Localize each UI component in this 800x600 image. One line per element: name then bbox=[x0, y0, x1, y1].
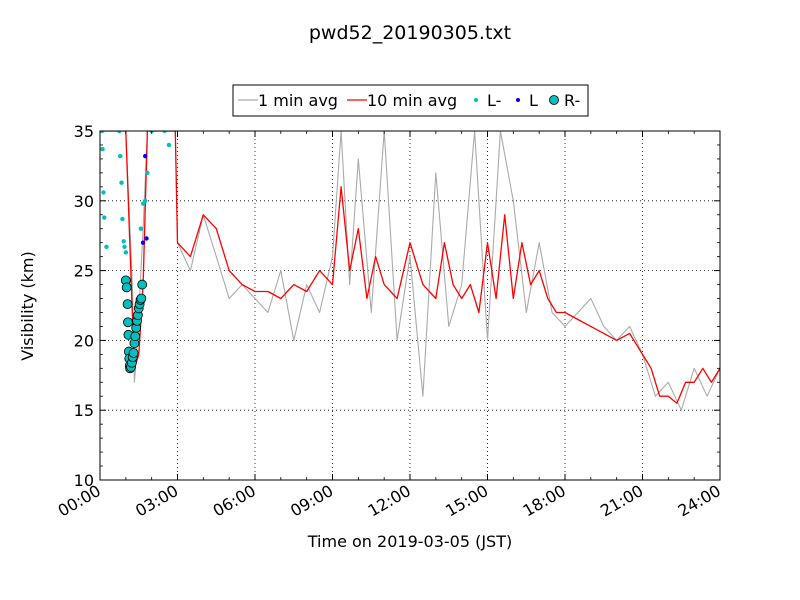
series-point-l bbox=[102, 215, 107, 220]
series-point-l bbox=[117, 131, 122, 134]
series-point-r bbox=[121, 282, 132, 293]
series-point-l bbox=[138, 226, 144, 231]
series-point-l bbox=[121, 239, 126, 244]
series-point-l bbox=[143, 198, 148, 203]
series-point-r bbox=[128, 348, 139, 358]
series-point-r bbox=[123, 317, 133, 328]
series-point-l bbox=[119, 180, 124, 185]
plot-background bbox=[100, 131, 720, 480]
series-point-l bbox=[140, 240, 146, 245]
x-axis-label: Time on 2019-03-05 (JST) bbox=[307, 532, 512, 551]
legend-marker-l bbox=[516, 98, 520, 102]
series-point-l bbox=[100, 131, 105, 134]
legend-marker-r-minus bbox=[549, 95, 559, 105]
series-point-r bbox=[130, 331, 141, 342]
legend-marker-l-minus bbox=[474, 98, 478, 102]
legend: 1 min avg 10 min avg L- L R- bbox=[232, 84, 589, 117]
series-point-l bbox=[144, 236, 149, 241]
legend-label-r-minus: R- bbox=[564, 91, 580, 110]
y-tick-labels: 10 15 20 25 30 35 bbox=[74, 122, 94, 490]
series-line-10-min-avg bbox=[100, 131, 720, 404]
series-point-l bbox=[122, 244, 127, 250]
legend-box bbox=[232, 84, 589, 117]
y-tick-label: 35 bbox=[74, 122, 94, 141]
axis-ticks bbox=[99, 130, 721, 481]
series-point-l bbox=[162, 131, 167, 134]
series-point-l bbox=[101, 190, 106, 195]
plot-area bbox=[99, 130, 721, 481]
series-point-l bbox=[145, 170, 150, 176]
series-layer bbox=[100, 131, 720, 411]
series-point-l bbox=[120, 216, 125, 222]
legend-label-l-minus: L- bbox=[487, 91, 501, 110]
series-point-l bbox=[104, 244, 109, 250]
y-tick-label: 10 bbox=[74, 471, 94, 490]
series-point-l bbox=[100, 146, 105, 152]
series-point-l bbox=[123, 250, 129, 255]
legend-label-10min: 10 min avg bbox=[367, 91, 457, 110]
series-point-r bbox=[137, 279, 148, 290]
series-point-l bbox=[118, 153, 123, 159]
y-tick-label: 25 bbox=[74, 262, 94, 281]
series-point-l bbox=[143, 153, 148, 159]
series-point-l bbox=[166, 142, 172, 148]
series-line-1-min-avg bbox=[100, 131, 720, 411]
legend-label-l: L bbox=[529, 91, 538, 110]
series-point-r bbox=[122, 299, 133, 310]
y-axis-label: Visibility (km) bbox=[18, 251, 37, 360]
y-tick-label: 15 bbox=[74, 401, 94, 420]
legend-label-1min: 1 min avg bbox=[258, 91, 338, 110]
y-tick-label: 20 bbox=[74, 331, 94, 350]
y-tick-label: 30 bbox=[74, 192, 94, 211]
series-point-r bbox=[136, 293, 147, 304]
chart-title: pwd52_20190305.txt bbox=[309, 22, 511, 44]
